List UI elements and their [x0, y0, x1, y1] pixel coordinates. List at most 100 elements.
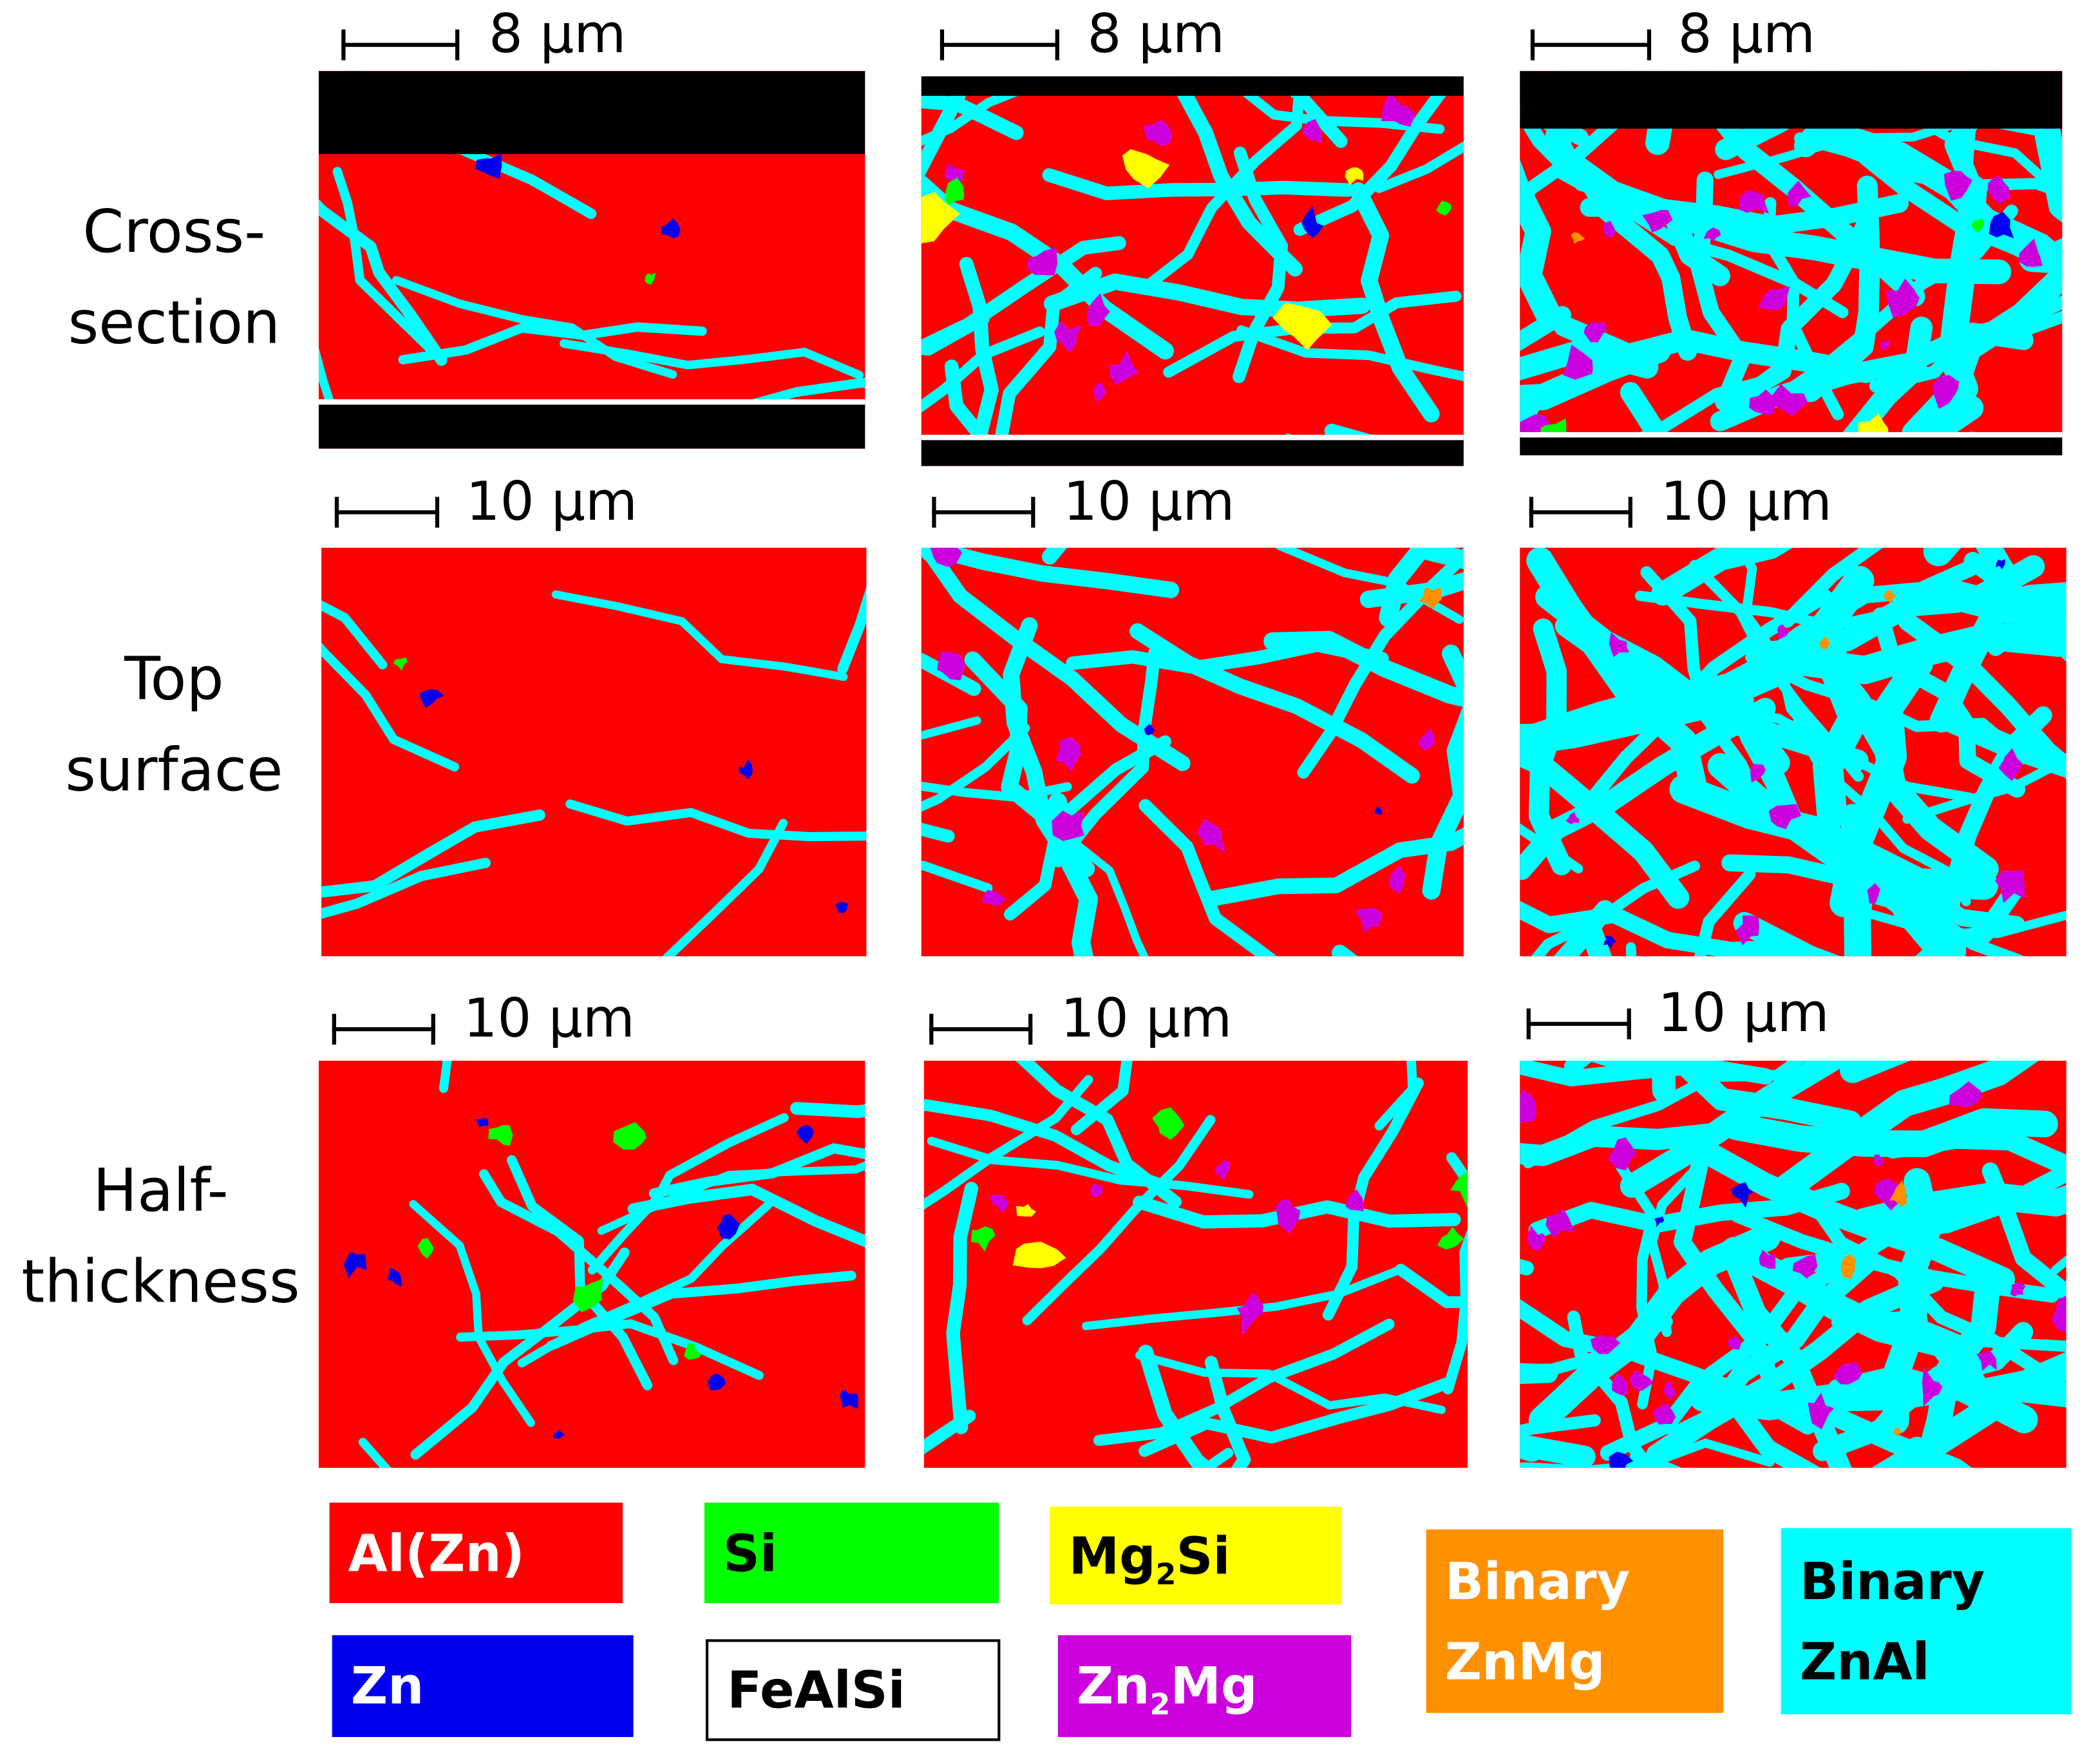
binary-znal-region: [1213, 76, 1445, 134]
binary-znal-region: [921, 822, 955, 843]
zn2mg-region: [1880, 339, 1892, 350]
legend-label: Al(Zn): [348, 1523, 525, 1582]
binary-znal-region: [1374, 1060, 1418, 1131]
zn2mg-region: [981, 889, 1006, 906]
binary-znal-region: [1721, 1237, 1987, 1398]
scale-bar-label: 8 µm: [1087, 4, 1225, 66]
zn2mg-region: [1590, 1334, 1621, 1354]
binary-znal-region: [1593, 357, 1791, 456]
binary-znal-region: [551, 590, 848, 681]
legend-label: Mg2Si: [1068, 1526, 1231, 1592]
zn-region: [661, 218, 681, 238]
binary-znal-region: [921, 93, 1024, 140]
zn-region: [835, 902, 848, 913]
zn-region: [797, 1124, 814, 1144]
binary-znal-region: [921, 314, 990, 356]
legend-mg2si: Mg2Si: [1050, 1506, 1342, 1605]
zn-region: [475, 153, 502, 179]
zn2mg-region: [1787, 180, 1811, 207]
binary-znmg-region: [1419, 587, 1442, 609]
binary-znal-region: [1580, 194, 1909, 235]
zn2mg-region: [1738, 190, 1770, 214]
phase-map-cross-section-2: [921, 76, 1464, 466]
si-region: [1152, 1107, 1185, 1140]
zn2mg-region: [989, 1194, 1008, 1213]
si-region: [1436, 201, 1452, 216]
binary-znal-region: [1395, 1264, 1468, 1309]
scale-bar: 10 µm: [929, 990, 1248, 1048]
scale-bar-line: [929, 1027, 1033, 1032]
legend-label: ZnAl: [1799, 1631, 1930, 1691]
zn2mg-region: [1808, 1392, 1835, 1430]
binary-znal-region: [1350, 182, 1440, 422]
binary-znal-region: [587, 1113, 789, 1275]
binary-znal-region: [1520, 1060, 1774, 1086]
scale-bar-cap: [1647, 29, 1652, 61]
zn-region: [1374, 806, 1383, 815]
zn2mg-region: [1976, 1350, 1997, 1371]
binary-znal-region: [1553, 316, 1877, 383]
binary-znal-region: [1520, 823, 1583, 873]
binary-znal-region: [1066, 638, 1389, 674]
binary-znal-region: [923, 547, 1191, 772]
scale-bar: 10 µm: [332, 990, 651, 1048]
zn2mg-region: [1886, 278, 1920, 318]
zn2mg-region: [1093, 382, 1106, 403]
zn2mg-region: [1873, 1154, 1885, 1166]
substrate-bottom: [921, 439, 1464, 466]
zn2mg-region: [2051, 1295, 2066, 1332]
legend-binary-znal: Binary ZnAl: [1781, 1528, 2072, 1714]
binary-znal-region: [837, 586, 867, 674]
mg2si-region: [1345, 167, 1364, 185]
binary-znal-region: [921, 716, 981, 740]
zn2mg-region: [1520, 1089, 1537, 1124]
zn2mg-region: [1777, 624, 1790, 640]
binary-znal-region: [1981, 1162, 2066, 1303]
zn2mg-region: [1726, 1336, 1742, 1350]
zn2mg-region: [1026, 247, 1058, 276]
binary-znal-region: [1520, 1414, 1601, 1437]
binary-znal-region: [560, 339, 864, 379]
binary-znal-region: [1528, 1224, 1781, 1434]
binary-znal-region: [507, 1155, 653, 1390]
binary-znal-region: [921, 723, 1030, 812]
zn2mg-region: [1090, 1183, 1103, 1197]
zn-region: [1144, 723, 1155, 735]
binary-znal-region: [1442, 1152, 1468, 1395]
binary-znal-region: [1236, 325, 1464, 381]
binary-znal-region: [1522, 1060, 1806, 1169]
scale-bar-line: [932, 510, 1035, 515]
binary-znal-region: [921, 327, 1045, 413]
phase-map-half-thickness-3: [1520, 1060, 2066, 1468]
zn2mg-region: [1757, 286, 1790, 310]
binary-znal-region: [1972, 1363, 2066, 1403]
legend-label: ZnMg: [1444, 1631, 1605, 1691]
zn2mg-region: [930, 547, 963, 567]
binary-znal-region: [1929, 547, 2022, 733]
binary-znal-region: [923, 1099, 1169, 1191]
binary-znal-region: [439, 1060, 452, 1094]
scale-bar-cap: [435, 497, 440, 528]
zn2mg-region: [1562, 345, 1593, 380]
scale-bar-line: [332, 1027, 435, 1032]
binary-znal-region: [923, 1075, 1093, 1210]
scale-bar-label: 10 µm: [463, 988, 635, 1050]
zn-region: [839, 1389, 858, 1410]
zn2mg-region: [944, 164, 965, 187]
binary-znal-region: [946, 1182, 979, 1434]
scale-bar-line: [341, 43, 460, 47]
scale-bar: 8 µm: [1530, 5, 1866, 64]
binary-znal-region: [1205, 827, 1464, 907]
binary-znal-region: [1275, 547, 1464, 624]
zn2mg-region: [2010, 1282, 2026, 1297]
binary-znal-region: [1520, 71, 1589, 191]
si-region: [1450, 1170, 1468, 1209]
binary-znal-region: [1869, 295, 2063, 393]
binary-znal-region: [2032, 111, 2063, 223]
binary-znal-region: [1042, 168, 1355, 200]
scale-bar-label: 10 µm: [466, 471, 638, 533]
binary-znal-region: [332, 167, 440, 358]
binary-znal-region: [927, 1136, 1254, 1199]
binary-znal-region: [627, 1184, 865, 1247]
scale-bar-cap: [1055, 29, 1059, 61]
